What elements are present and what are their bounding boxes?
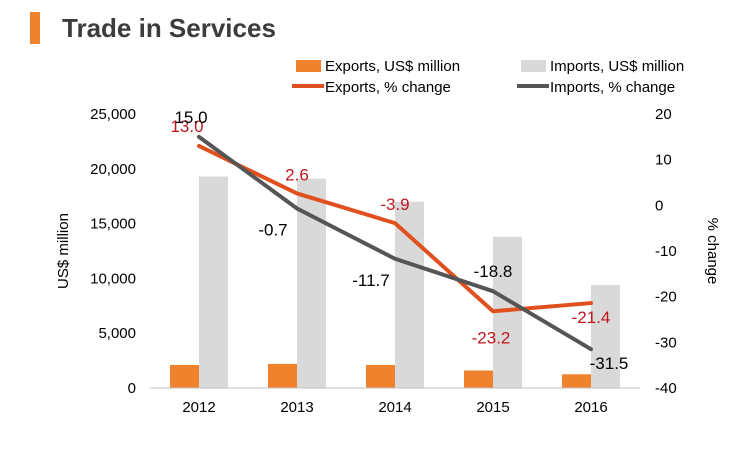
exports-bar (464, 370, 493, 388)
x-tick-label: 2013 (280, 399, 313, 416)
x-tick-label: 2015 (476, 399, 509, 416)
y2-tick-label: -40 (655, 380, 677, 397)
exports-change-label: -23.2 (472, 328, 511, 347)
imports-bar (395, 201, 424, 388)
title-accent-bar (30, 12, 40, 44)
y-tick-label: 5,000 (98, 325, 136, 342)
y-tick-label: 20,000 (90, 161, 136, 178)
legend-label-imports-bar: Imports, US$ million (550, 58, 684, 75)
x-tick-label: 2012 (182, 399, 215, 416)
legend-label-exports-line: Exports, % change (325, 79, 451, 96)
exports-change-label: -21.4 (572, 308, 611, 327)
imports-change-label: -11.7 (352, 271, 390, 290)
legend-swatch-exports-bar (296, 60, 321, 72)
y-tick-label: 0 (128, 380, 136, 397)
exports-bar (170, 364, 199, 388)
exports-bar (268, 363, 297, 388)
exports-bar (366, 364, 395, 388)
chart-title: Trade in Services (62, 13, 276, 43)
y-axis-title: US$ million (55, 213, 72, 289)
legend-swatch-imports-bar (521, 60, 546, 72)
exports-bar (562, 374, 591, 388)
y2-tick-label: -10 (655, 243, 677, 260)
x-tick-label: 2016 (574, 399, 607, 416)
y2-tick-label: 10 (655, 152, 672, 169)
exports-change-label: 2.6 (285, 165, 309, 184)
y-tick-label: 10,000 (90, 270, 136, 287)
y-tick-label: 15,000 (90, 216, 136, 233)
exports-change-label: -3.9 (380, 195, 409, 214)
imports-change-label: -31.5 (590, 354, 629, 373)
imports-change-label: -0.7 (258, 221, 287, 240)
imports-bar (297, 178, 326, 388)
legend-label-exports-bar: Exports, US$ million (325, 58, 460, 75)
y2-axis-title: % change (704, 218, 721, 285)
imports-bar (591, 284, 620, 388)
y2-tick-label: 0 (655, 197, 663, 214)
y2-tick-label: -30 (655, 334, 677, 351)
x-tick-label: 2014 (378, 399, 411, 416)
exports-change-label: 13.0 (170, 117, 203, 136)
y-tick-label: 25,000 (90, 106, 136, 123)
y2-tick-label: -20 (655, 289, 677, 306)
imports-change-label: 15.0 (174, 108, 207, 127)
imports-change-label: -18.8 (474, 262, 513, 281)
legend-label-imports-line: Imports, % change (550, 79, 675, 96)
imports-bar (199, 176, 228, 388)
y2-tick-label: 20 (655, 106, 672, 123)
imports-change-line (197, 134, 593, 352)
